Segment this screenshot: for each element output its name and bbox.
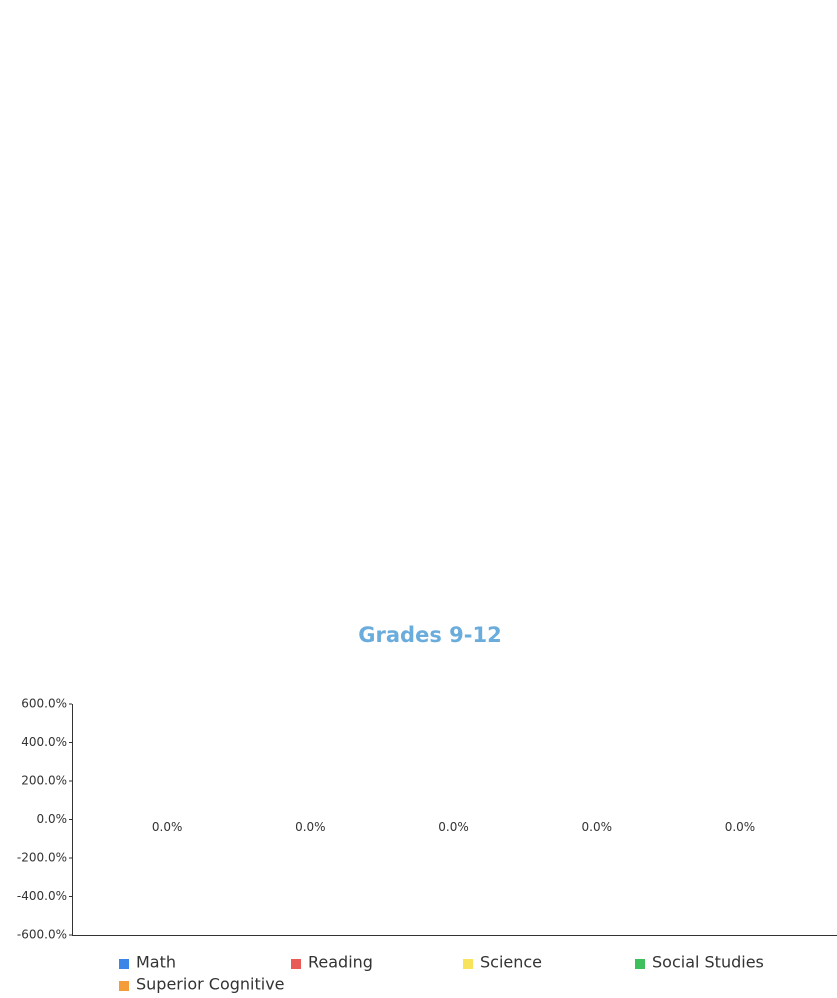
- y-tick-label: 0.0%: [37, 812, 68, 826]
- y-tick-label: 400.0%: [21, 735, 67, 749]
- legend-label: Science: [480, 953, 542, 972]
- y-tick-label: 600.0%: [21, 697, 67, 711]
- legend-swatch: [119, 959, 129, 969]
- y-tick-label: -200.0%: [17, 851, 67, 865]
- legend-label: Math: [136, 953, 176, 972]
- value-label: 0.0%: [438, 820, 469, 834]
- value-label: 0.0%: [725, 820, 756, 834]
- legend-label: Social Studies: [652, 953, 764, 972]
- value-label: 0.0%: [152, 820, 183, 834]
- legend-swatch: [291, 959, 301, 969]
- value-label: 0.0%: [295, 820, 326, 834]
- chart-title: Grades 9-12: [358, 623, 501, 647]
- legend-label: Superior Cognitive: [136, 975, 285, 994]
- legend-swatch: [463, 959, 473, 969]
- legend-swatch: [635, 959, 645, 969]
- y-tick-label: 200.0%: [21, 774, 67, 788]
- y-tick-label: -400.0%: [17, 889, 67, 903]
- value-label: 0.0%: [582, 820, 613, 834]
- legend-label: Reading: [308, 953, 373, 972]
- y-tick-label: -600.0%: [17, 928, 67, 942]
- legend-swatch: [119, 981, 129, 991]
